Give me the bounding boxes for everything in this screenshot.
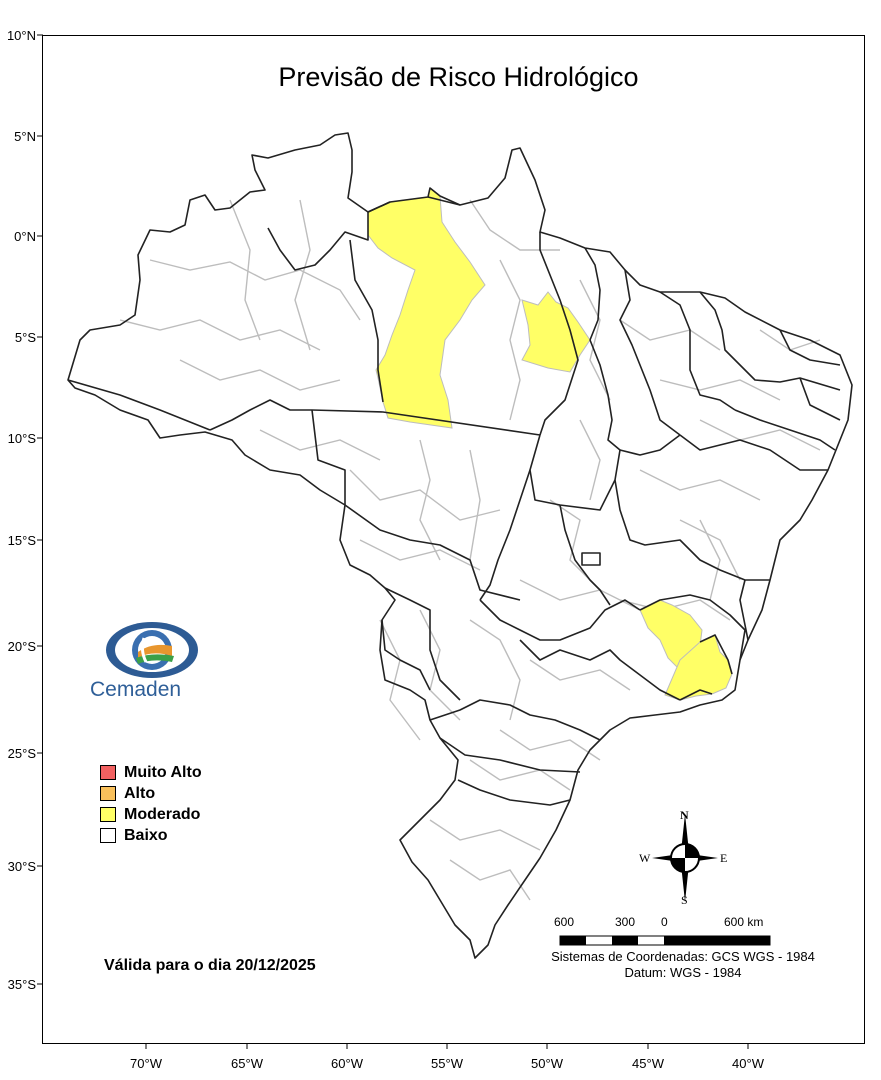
state-borders <box>67 132 853 959</box>
cemaden-eye-logo <box>106 622 198 678</box>
validity-date: Válida para o dia 20/12/2025 <box>104 957 316 974</box>
map-title: Previsão de Risco Hidrológico <box>278 62 639 92</box>
map-frame <box>42 35 865 1044</box>
scale-label: 300 <box>615 915 636 929</box>
legend-swatch-muito-alto <box>100 765 116 780</box>
compass-w-label: W <box>639 851 651 865</box>
compass-s-label: S <box>681 893 688 907</box>
legend-label: Moderado <box>124 805 201 823</box>
legend-item: Moderado <box>100 804 202 825</box>
crs-line: Sistemas de Coordenadas: GCS WGS - 1984 <box>551 949 815 964</box>
legend-item: Muito Alto <box>100 762 202 783</box>
lat-label: 10°N <box>6 28 36 43</box>
lat-label: 5°S <box>14 330 36 345</box>
compass-rose-icon <box>652 814 718 902</box>
lat-label: 0°N <box>14 229 36 244</box>
lat-label: 35°S <box>7 977 36 992</box>
lat-label: 10°S <box>7 431 36 446</box>
compass-e-label: E <box>720 851 728 865</box>
legend-label: Muito Alto <box>124 763 202 781</box>
legend-item: Alto <box>100 783 202 804</box>
legend-label: Baixo <box>124 826 168 844</box>
logo-text: Cemaden <box>90 678 182 701</box>
moderate-risk-areas <box>367 187 733 701</box>
scale-label: 0 <box>661 915 668 929</box>
lon-label: 55°W <box>431 1056 463 1071</box>
legend-swatch-baixo <box>100 828 116 843</box>
lat-label: 5°N <box>14 129 36 144</box>
legend-swatch-alto <box>100 786 116 801</box>
lon-label: 60°W <box>331 1056 363 1071</box>
legend-swatch-moderado <box>100 807 116 822</box>
legend-item: Baixo <box>100 825 202 846</box>
lon-label: 40°W <box>732 1056 764 1071</box>
lon-label: 65°W <box>231 1056 263 1071</box>
lat-label: 30°S <box>7 859 36 874</box>
scale-label: 600 <box>554 915 575 929</box>
crs-line: Datum: WGS - 1984 <box>624 965 742 980</box>
lat-label: 15°S <box>7 533 36 548</box>
risk-area-central-para <box>521 291 591 373</box>
legend: Muito Alto Alto Moderado Baixo <box>100 762 202 846</box>
lon-label: 45°W <box>632 1056 664 1071</box>
lat-label: 20°S <box>7 639 36 654</box>
lon-label: 70°W <box>130 1056 162 1071</box>
compass-n-label: N <box>680 808 689 822</box>
risk-area-west-para <box>367 187 486 429</box>
coordinate-system-note: Sistemas de Coordenadas: GCS WGS - 1984 … <box>508 949 858 981</box>
lon-label: 50°W <box>531 1056 563 1071</box>
legend-label: Alto <box>124 784 156 802</box>
lat-label: 25°S <box>7 746 36 761</box>
municipal-boundaries <box>119 199 821 901</box>
scale-label: 600 km <box>724 915 764 929</box>
